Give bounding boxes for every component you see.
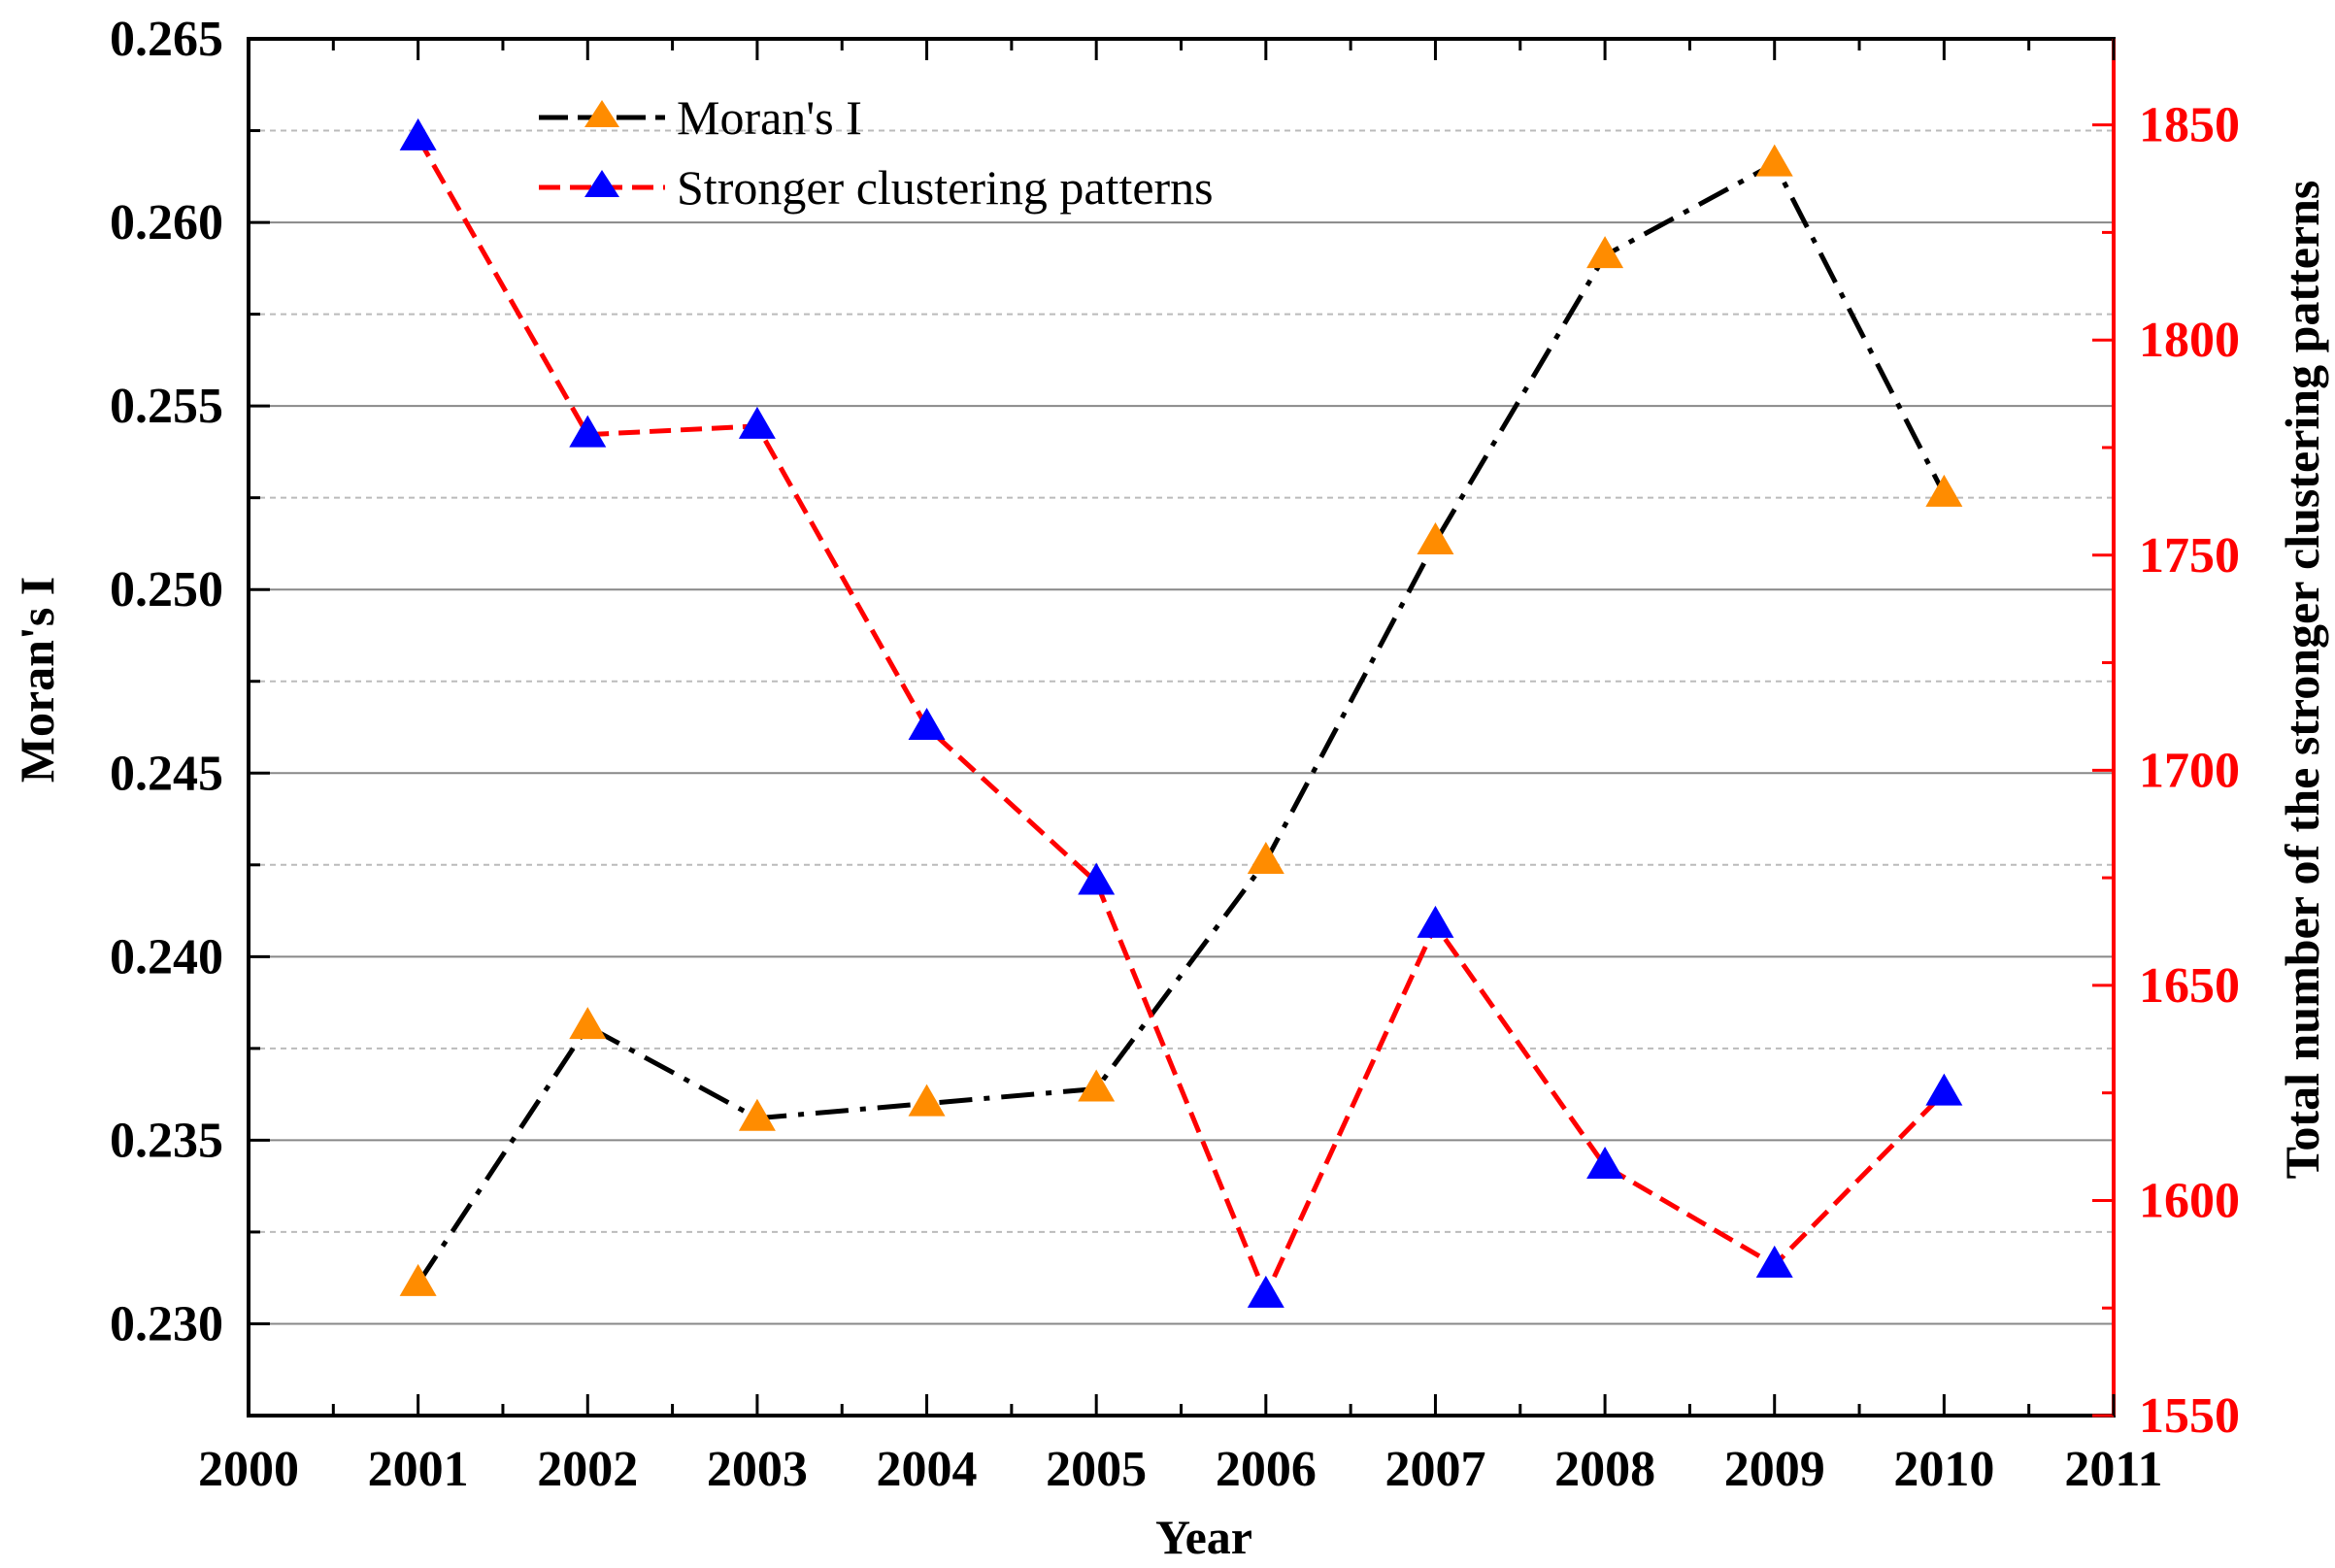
clustering-point <box>738 406 776 439</box>
y2-tick-label: 1800 <box>2139 313 2240 368</box>
x-tick-label: 2005 <box>1046 1442 1147 1497</box>
grid-lines <box>249 129 2114 1325</box>
y2-tick-label: 1650 <box>2139 958 2240 1014</box>
x-tick-label: 2002 <box>537 1442 638 1497</box>
clustering-point <box>1925 1073 1963 1106</box>
y-tick-label: 0.260 <box>110 195 223 250</box>
y-axis-title: Moran's I <box>10 577 64 784</box>
x-tick-label: 2001 <box>368 1442 469 1497</box>
clustering-point <box>1755 1245 1793 1278</box>
y-tick-label: 0.265 <box>110 12 223 67</box>
plot-frame <box>247 37 2116 1418</box>
clustering-polyline <box>416 136 1947 1302</box>
morans-i-point <box>1417 522 1454 555</box>
legend: Moran's I Stronger clustering patterns <box>539 90 1214 215</box>
data-markers <box>399 117 1963 1308</box>
morans-i-point <box>399 1263 437 1296</box>
morans-i-point <box>1925 474 1963 507</box>
x-tick-label: 2003 <box>707 1442 808 1497</box>
morans-i-point <box>1755 144 1793 177</box>
tick-labels: 0.230 0.235 0.240 0.245 0.250 0.255 0.260 0.265… <box>110 12 2240 1497</box>
legend-clustering-label: Stronger clustering patterns <box>677 160 1214 215</box>
morans-i-point <box>908 1084 946 1117</box>
morans-i-point <box>1247 842 1284 875</box>
x-tick-label: 2010 <box>1893 1442 1994 1497</box>
x-tick-label: 2006 <box>1216 1442 1317 1497</box>
clustering-point <box>1417 905 1454 938</box>
morans-i-polyline <box>416 160 1947 1285</box>
clustering-point <box>569 415 607 448</box>
y-tick-label: 0.240 <box>110 929 223 984</box>
y2-tick-label: 1700 <box>2139 743 2240 798</box>
morans-i-point <box>1586 236 1624 269</box>
clustering-point <box>1247 1275 1284 1308</box>
y-tick-label: 0.230 <box>110 1296 223 1351</box>
y2-tick-label: 1850 <box>2139 98 2240 153</box>
y-tick-label: 0.245 <box>110 746 223 801</box>
legend-morans-label: Moran's I <box>677 90 862 145</box>
y-tick-label: 0.255 <box>110 379 223 434</box>
y2-tick-label: 1550 <box>2139 1388 2240 1444</box>
clustering-point <box>1078 862 1116 895</box>
x-tick-label: 2004 <box>877 1442 978 1497</box>
legend-clustering-marker <box>584 170 619 197</box>
clustering-line <box>416 136 1947 1302</box>
morans-i-point <box>1078 1069 1116 1102</box>
morans-i-point <box>569 1007 607 1040</box>
x-tick-label: 2011 <box>2064 1442 2162 1497</box>
morans-i-point <box>738 1098 776 1131</box>
legend-morans-marker <box>584 100 619 127</box>
clustering-point <box>908 708 946 740</box>
clustering-point <box>1586 1146 1624 1179</box>
x-tick-label: 2008 <box>1554 1442 1655 1497</box>
x-tick-label: 2000 <box>198 1442 299 1497</box>
axis-ticks <box>247 37 2116 1418</box>
x-tick-label: 2009 <box>1724 1442 1825 1497</box>
clustering-point <box>399 117 437 150</box>
y-tick-label: 0.250 <box>110 562 223 617</box>
x-tick-label: 2007 <box>1384 1442 1485 1497</box>
y2-axis-title: Total number of the stronger clustering … <box>2275 181 2329 1180</box>
y2-tick-label: 1750 <box>2139 528 2240 584</box>
morans-i-line <box>416 160 1947 1285</box>
x-axis-title: Year <box>1155 1510 1252 1564</box>
y-tick-label: 0.235 <box>110 1113 223 1168</box>
y2-tick-label: 1600 <box>2139 1173 2240 1228</box>
